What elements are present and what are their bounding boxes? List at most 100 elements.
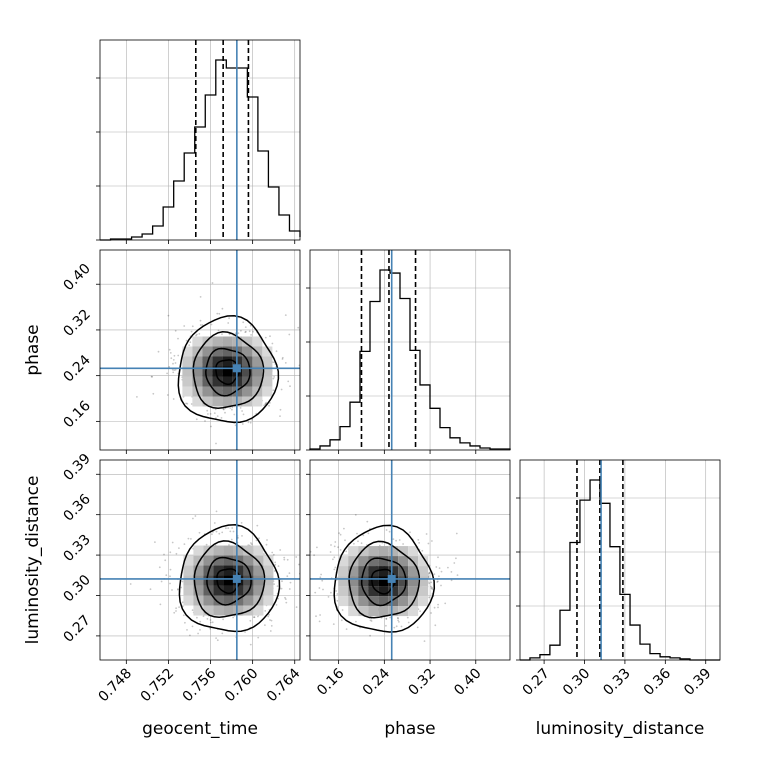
sample-point bbox=[334, 541, 337, 543]
sample-point bbox=[256, 524, 259, 527]
sample-point bbox=[167, 314, 170, 317]
sample-point bbox=[206, 618, 209, 620]
sample-point bbox=[273, 583, 275, 585]
sample-point bbox=[215, 530, 218, 533]
density-cell bbox=[193, 585, 204, 596]
sample-point bbox=[214, 408, 217, 411]
sample-point bbox=[437, 580, 439, 583]
sample-point bbox=[279, 415, 281, 417]
x-axis-label-phase: phase bbox=[384, 719, 435, 739]
density-cell bbox=[262, 356, 273, 367]
x-tick-label-luminosity-distance-0: 0.27 bbox=[520, 666, 553, 699]
sample-point bbox=[190, 538, 192, 540]
density-cell bbox=[222, 396, 233, 407]
sample-point bbox=[170, 357, 173, 360]
sample-point bbox=[269, 630, 272, 632]
sample-point bbox=[239, 407, 242, 409]
density-cell bbox=[388, 566, 399, 577]
sample-point bbox=[232, 530, 235, 533]
density-cell bbox=[222, 356, 233, 367]
density-cell bbox=[182, 346, 193, 357]
density-cell bbox=[398, 556, 409, 567]
density-cell bbox=[203, 575, 214, 586]
sample-point bbox=[182, 614, 185, 617]
contour-phase-luminosity-distance-2 bbox=[360, 557, 407, 607]
x-tick-label-geocent-time-1: 0.752 bbox=[138, 666, 178, 706]
sample-point bbox=[362, 534, 365, 537]
density-cell bbox=[253, 575, 264, 586]
tick-labels: 0.748 0.752 0.756 0.760 0.764 0.16 0.24 0.32 0.4… bbox=[60, 261, 714, 705]
sample-point bbox=[279, 408, 282, 411]
density-cell bbox=[358, 546, 369, 557]
plot-area-geocent-time-luminosity-distance bbox=[100, 460, 300, 660]
panel-hist-luminosity-distance bbox=[516, 459, 721, 664]
x-tick-label-geocent-time-4: 0.764 bbox=[264, 665, 304, 705]
density-cell bbox=[252, 376, 263, 387]
density-cell bbox=[223, 555, 234, 566]
y-tick-label-phase-2: 0.32 bbox=[60, 306, 93, 339]
sample-point bbox=[177, 337, 179, 340]
frame-2d-phase-luminosity-distance bbox=[309, 459, 511, 661]
sample-point bbox=[240, 522, 243, 524]
sample-point bbox=[199, 620, 202, 623]
sample-point bbox=[435, 566, 438, 568]
sample-point bbox=[250, 543, 253, 546]
sample-point bbox=[227, 527, 230, 529]
sample-point bbox=[398, 539, 401, 541]
density-cell bbox=[183, 575, 194, 586]
plot-area-geocent-time-phase bbox=[100, 250, 300, 450]
sample-point bbox=[199, 319, 202, 322]
sample-point bbox=[428, 572, 431, 574]
y-tick-label-luminosity-distance-2: 0.33 bbox=[60, 532, 93, 565]
contour-geocent-time-phase-0 bbox=[177, 315, 280, 424]
sample-point bbox=[209, 413, 212, 415]
density-cell bbox=[223, 545, 234, 556]
sample-point bbox=[288, 572, 291, 574]
sample-point bbox=[158, 566, 161, 569]
sample-point bbox=[196, 616, 198, 619]
density-cell bbox=[213, 545, 224, 556]
plot-area-phase-luminosity-distance bbox=[310, 460, 510, 660]
axis-labels: geocent_time phase luminosity_distance p… bbox=[23, 324, 704, 739]
sample-point bbox=[266, 539, 268, 541]
density-cell bbox=[193, 605, 204, 616]
sample-point bbox=[433, 573, 436, 575]
sample-point bbox=[285, 601, 288, 604]
sample-point bbox=[233, 413, 236, 416]
sample-point bbox=[319, 576, 322, 579]
sample-point bbox=[152, 392, 155, 395]
density-cell bbox=[233, 565, 244, 576]
sample-point bbox=[295, 556, 298, 558]
density-cell bbox=[338, 596, 349, 607]
density-cell bbox=[183, 555, 194, 566]
density-cell bbox=[243, 595, 254, 606]
histogram-geocent-time bbox=[100, 59, 301, 241]
sample-point bbox=[344, 539, 346, 542]
y-axis-label-luminosity-distance: luminosity_distance bbox=[23, 476, 43, 645]
sample-point bbox=[289, 385, 291, 388]
density-cell bbox=[408, 566, 419, 577]
sample-point bbox=[264, 610, 267, 612]
sample-point bbox=[218, 312, 221, 315]
density-cell bbox=[212, 336, 223, 347]
sample-point bbox=[168, 366, 171, 368]
sample-point bbox=[385, 618, 388, 620]
sample-point bbox=[251, 418, 253, 421]
sample-point bbox=[425, 533, 428, 535]
sample-point bbox=[174, 362, 177, 364]
histogram-phase bbox=[309, 269, 511, 450]
sample-point bbox=[393, 626, 396, 629]
sample-point bbox=[322, 588, 324, 591]
sample-point bbox=[181, 601, 184, 604]
sample-point bbox=[283, 558, 286, 561]
sample-point bbox=[356, 532, 358, 535]
sample-point bbox=[367, 532, 370, 535]
sample-point bbox=[339, 549, 342, 551]
sample-point bbox=[281, 358, 284, 360]
density-cell bbox=[253, 565, 264, 576]
contour-geocent-time-luminosity-distance-1 bbox=[193, 540, 266, 618]
density-cell bbox=[223, 595, 234, 606]
sample-point bbox=[210, 323, 213, 326]
sample-point bbox=[190, 330, 193, 333]
